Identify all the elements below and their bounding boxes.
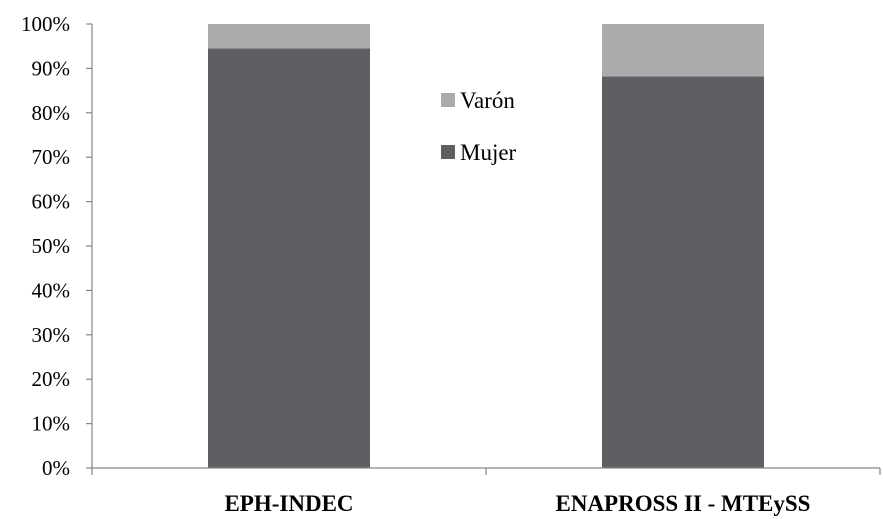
bar-mujer-enapross-ii-mteyss bbox=[602, 76, 764, 468]
x-axis-categories: EPH-INDEC ENAPROSS II - MTEySS bbox=[91, 468, 881, 516]
y-tick-label: 70% bbox=[32, 145, 71, 169]
legend-swatch-mujer bbox=[441, 145, 455, 159]
y-tick-label: 30% bbox=[32, 323, 71, 347]
bar-varon-eph-indec bbox=[208, 24, 370, 49]
y-tick-label: 20% bbox=[32, 367, 71, 391]
y-axis-ticks: 0% 10% 20% 30% 40% 50% 60% 70% 80% 90% 100% bbox=[21, 12, 92, 480]
legend-label-mujer: Mujer bbox=[460, 140, 517, 165]
y-tick-label: 100% bbox=[21, 12, 70, 36]
bars-layer bbox=[208, 24, 764, 469]
y-tick-label: 0% bbox=[42, 456, 70, 480]
bar-varon-enapross-ii-mteyss bbox=[602, 24, 764, 77]
y-tick-label: 80% bbox=[32, 101, 71, 125]
y-tick-label: 10% bbox=[32, 412, 71, 436]
x-category-label: EPH-INDEC bbox=[224, 491, 353, 516]
legend-label-varon: Varón bbox=[460, 88, 515, 113]
y-tick-label: 90% bbox=[32, 56, 71, 80]
legend-swatch-varon bbox=[441, 93, 455, 107]
y-tick-label: 60% bbox=[32, 190, 71, 214]
y-tick-label: 50% bbox=[32, 234, 71, 258]
y-tick-label: 40% bbox=[32, 278, 71, 302]
bar-mujer-eph-indec bbox=[208, 48, 370, 469]
legend: Varón Mujer bbox=[441, 88, 517, 165]
x-category-label: ENAPROSS II - MTEySS bbox=[556, 491, 811, 516]
